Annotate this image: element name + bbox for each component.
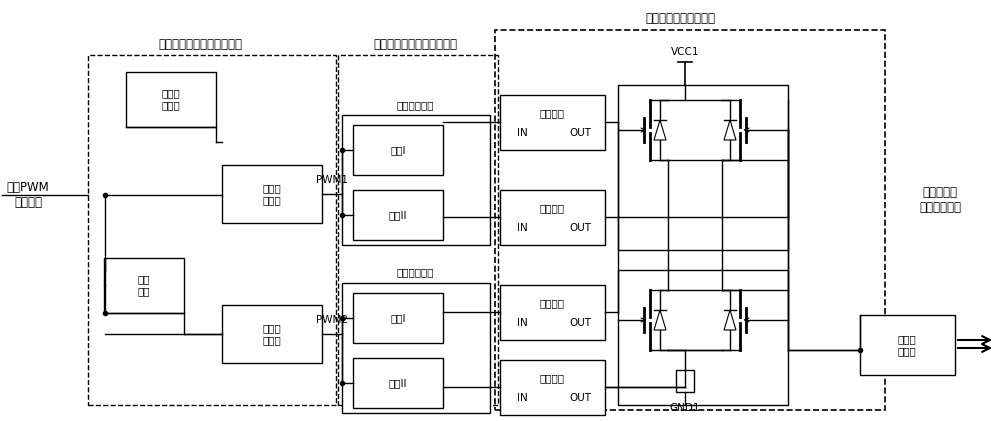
Bar bbox=[353, 293, 443, 343]
Text: 通道II: 通道II bbox=[389, 378, 407, 388]
Text: OUT: OUT bbox=[569, 128, 591, 138]
Text: 电压比
较电路: 电压比 较电路 bbox=[263, 183, 281, 205]
Bar bbox=[618, 270, 788, 405]
Bar bbox=[353, 190, 443, 240]
Bar bbox=[495, 30, 885, 410]
Text: 单路PWM
控制信号: 单路PWM 控制信号 bbox=[7, 181, 49, 209]
Text: 驱动及功率开关管部分: 驱动及功率开关管部分 bbox=[645, 11, 715, 24]
Text: 光耦隔离并联冗余输出部分: 光耦隔离并联冗余输出部分 bbox=[373, 38, 457, 51]
Text: PWM1: PWM1 bbox=[316, 175, 348, 185]
Text: VCC1: VCC1 bbox=[671, 47, 699, 57]
Text: OUT: OUT bbox=[569, 318, 591, 328]
Text: 通道II: 通道II bbox=[389, 210, 407, 220]
Bar bbox=[342, 283, 490, 413]
Bar bbox=[222, 165, 322, 223]
Text: 驱动芯片: 驱动芯片 bbox=[540, 373, 565, 383]
Text: 驱动芯片: 驱动芯片 bbox=[540, 203, 565, 213]
Text: 电流采
集电路: 电流采 集电路 bbox=[898, 334, 916, 356]
Text: 反向
电路: 反向 电路 bbox=[138, 274, 150, 296]
Text: OUT: OUT bbox=[569, 223, 591, 233]
Text: GND1: GND1 bbox=[670, 403, 700, 413]
Bar bbox=[500, 285, 605, 340]
Bar bbox=[222, 305, 322, 363]
Text: IN: IN bbox=[517, 223, 527, 233]
Text: 电压比
较电路: 电压比 较电路 bbox=[263, 323, 281, 345]
Text: 控制信号死区保护处理部分: 控制信号死区保护处理部分 bbox=[158, 38, 242, 51]
Bar bbox=[104, 258, 184, 313]
Text: 通道I: 通道I bbox=[390, 313, 406, 323]
Bar bbox=[860, 315, 955, 375]
Bar bbox=[342, 115, 490, 245]
Text: IN: IN bbox=[517, 318, 527, 328]
Text: 驱动芯片: 驱动芯片 bbox=[540, 108, 565, 118]
Bar bbox=[500, 190, 605, 245]
Text: IN: IN bbox=[517, 393, 527, 403]
Bar bbox=[500, 360, 605, 415]
Text: 通道I: 通道I bbox=[390, 145, 406, 155]
Text: 分压供
电电路: 分压供 电电路 bbox=[162, 88, 180, 110]
Bar bbox=[126, 72, 216, 127]
Text: PWM2: PWM2 bbox=[316, 315, 348, 325]
Text: IN: IN bbox=[517, 128, 527, 138]
Text: 光耦隔离电路: 光耦隔离电路 bbox=[396, 267, 434, 277]
Text: OUT: OUT bbox=[569, 393, 591, 403]
Bar bbox=[618, 85, 788, 250]
Text: 电流监测及
保护电路部分: 电流监测及 保护电路部分 bbox=[919, 186, 961, 214]
Bar bbox=[353, 358, 443, 408]
Bar bbox=[676, 370, 694, 392]
Bar bbox=[353, 125, 443, 175]
Text: 光耦隔离电路: 光耦隔离电路 bbox=[396, 100, 434, 110]
Text: 驱动芯片: 驱动芯片 bbox=[540, 298, 565, 308]
Bar bbox=[88, 55, 336, 405]
Bar bbox=[500, 95, 605, 150]
Bar bbox=[338, 55, 498, 405]
